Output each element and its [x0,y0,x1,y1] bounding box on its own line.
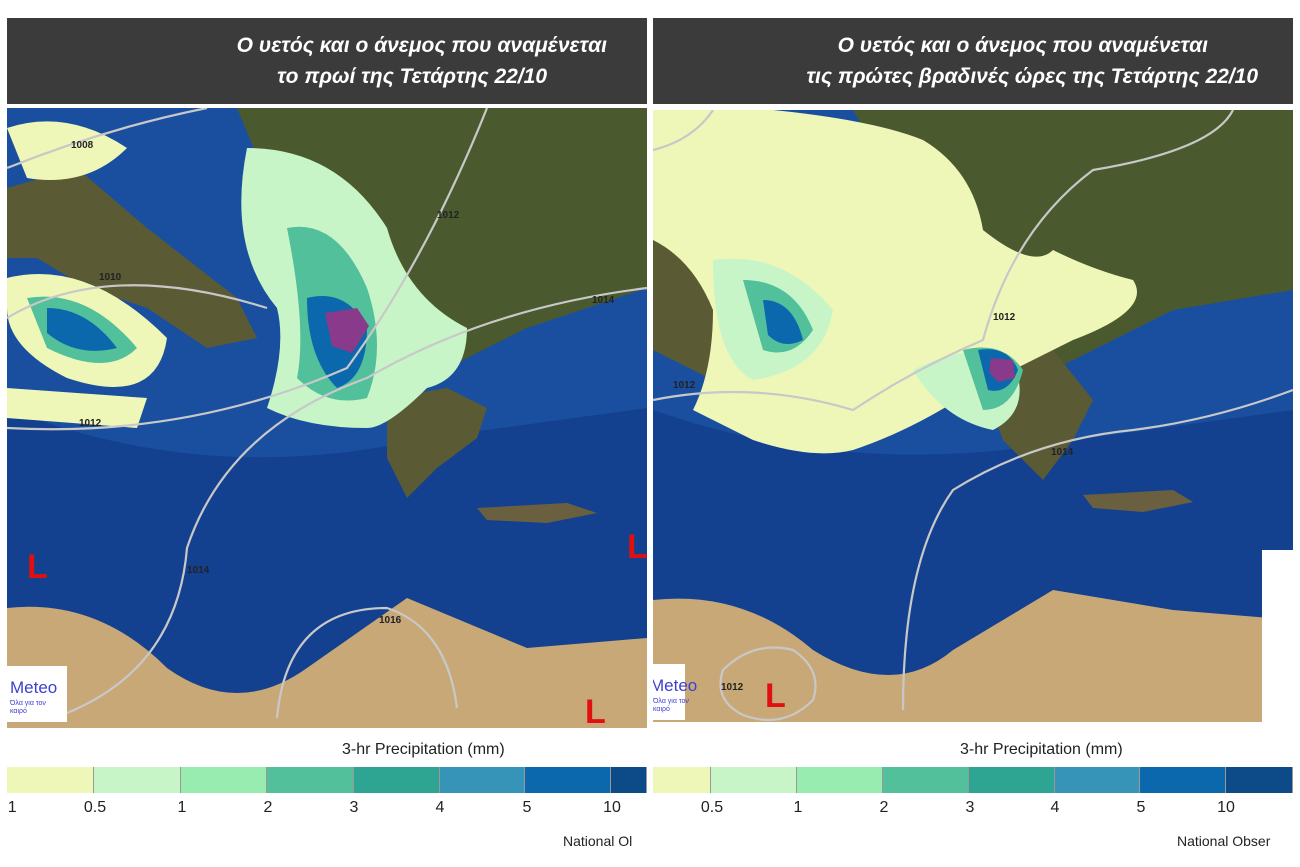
scale-tick: 10 [1217,799,1235,816]
isobar-label: 1008 [71,140,94,151]
scale-tick: 5 [522,799,532,816]
title-line-2: τις πρώτες βραδινές ώρες της Τετάρτης 22… [806,65,1258,88]
scale-tick: .1 [7,799,17,816]
scale-tick: 1 [793,799,803,816]
isobar-label: 1010 [99,272,122,283]
italy-land [7,168,257,348]
isobar-label: 1014 [1051,447,1074,458]
scale-swatch [7,767,94,793]
isobar-label: 1012 [721,682,744,693]
isobar [275,606,459,719]
rain-area-very-heavy [47,296,367,388]
isobar [66,286,647,715]
scale-tick: 5 [1136,799,1146,816]
meteo-logo: Meteo Όλα για τον καιρό [653,664,697,720]
panel-header: Ο υετός και ο άνεμος που αναμένεται το π… [7,18,647,104]
scale-swatch [797,767,883,793]
scale-swatch [1226,767,1293,793]
scale-tick: 4 [435,799,445,816]
legend-title: 3-hr Precipitation (mm) [960,741,1123,758]
logo-slogan: Όλα για τον καιρό [653,698,689,713]
isobar [719,646,817,722]
scale-tick: 0.5 [700,799,724,816]
map-panel-evening: Ο υετός και ο άνεμος που αναμένεται τις … [653,0,1298,867]
rain-area-heavy [743,280,1023,410]
isobar-label: 1012 [993,312,1016,323]
greece-land [387,388,487,498]
low-pressure-marker: L [585,693,606,728]
scale-swatch [1140,767,1226,793]
scale-swatch [267,767,354,793]
rain-area-very-heavy [763,300,1018,391]
legend-title: 3-hr Precipitation (mm) [342,741,505,758]
isobar [7,108,208,170]
scale-tick: 0.5 [83,799,107,816]
scale-tick: 2 [263,799,273,816]
libya-desert [653,590,1293,722]
logo-slogan: Όλα για τον καιρό [10,700,46,715]
scale-tick: 3 [965,799,975,816]
map-panel-morning: Ο υετός και ο άνεμος που αναμένεται το π… [7,0,652,867]
rain-area-extreme [325,308,369,353]
scale-swatch [653,767,711,793]
data-credit: National Obser [1177,833,1271,849]
libya-desert [7,598,647,728]
isobar-label: 1012 [673,380,696,391]
meteo-logo: Meteo Όλα για τον καιρό [7,666,67,722]
scale-tick: 10 [603,799,621,816]
low-pressure-marker: L [765,677,786,715]
panel-header: Ο υετός και ο άνεμος που αναμένεται τις … [653,18,1293,104]
isobar [7,108,489,431]
color-scale-bar [7,767,647,793]
rain-area-heavy [27,226,377,401]
isobar [653,110,714,152]
scale-tick: 2 [879,799,889,816]
scale-swatch [181,767,267,793]
crete-land [477,503,597,523]
scale-tick: 3 [349,799,359,816]
title-line-1: Ο υετός και ο άνεμος που αναμένεται [236,34,607,57]
scale-tick: 1 [177,799,187,816]
isobar-label: 1014 [187,565,210,576]
scale-swatch [1055,767,1140,793]
scale-tick: 4 [1050,799,1060,816]
isobar-label: 1016 [379,615,402,626]
logo-name: Meteo [653,676,698,695]
scale-swatch [969,767,1055,793]
scale-swatch [354,767,440,793]
color-scale-bar [653,767,1293,793]
scale-swatch [883,767,969,793]
crete-land [1083,490,1193,512]
scale-swatch [440,767,525,793]
low-pressure-marker: L [627,528,647,566]
low-pressure-marker: L [27,548,48,586]
isobar [653,110,1234,412]
isobar-label: 1014 [592,295,615,306]
scale-swatch [611,767,647,793]
data-credit: National Ol [563,833,633,849]
scale-swatch [711,767,797,793]
logo-name: Meteo [10,678,58,697]
rain-area-extreme [989,358,1015,382]
isobar-label: 1012 [79,418,102,429]
isobar [901,388,1293,711]
precipitation-map: 1008 1010 1012 1012 1014 1014 1016 L L L [7,108,647,728]
scale-swatch [94,767,181,793]
overlay-box [1262,550,1293,722]
isobar [7,284,268,319]
precipitation-map: 1012 1012 1014 1012 L [653,110,1293,722]
scale-swatch [525,767,611,793]
title-line-1: Ο υετός και ο άνεμος που αναμένεται [837,34,1208,57]
title-line-2: το πρωί της Τετάρτης 22/10 [277,65,547,88]
isobar-label: 1012 [437,210,460,221]
